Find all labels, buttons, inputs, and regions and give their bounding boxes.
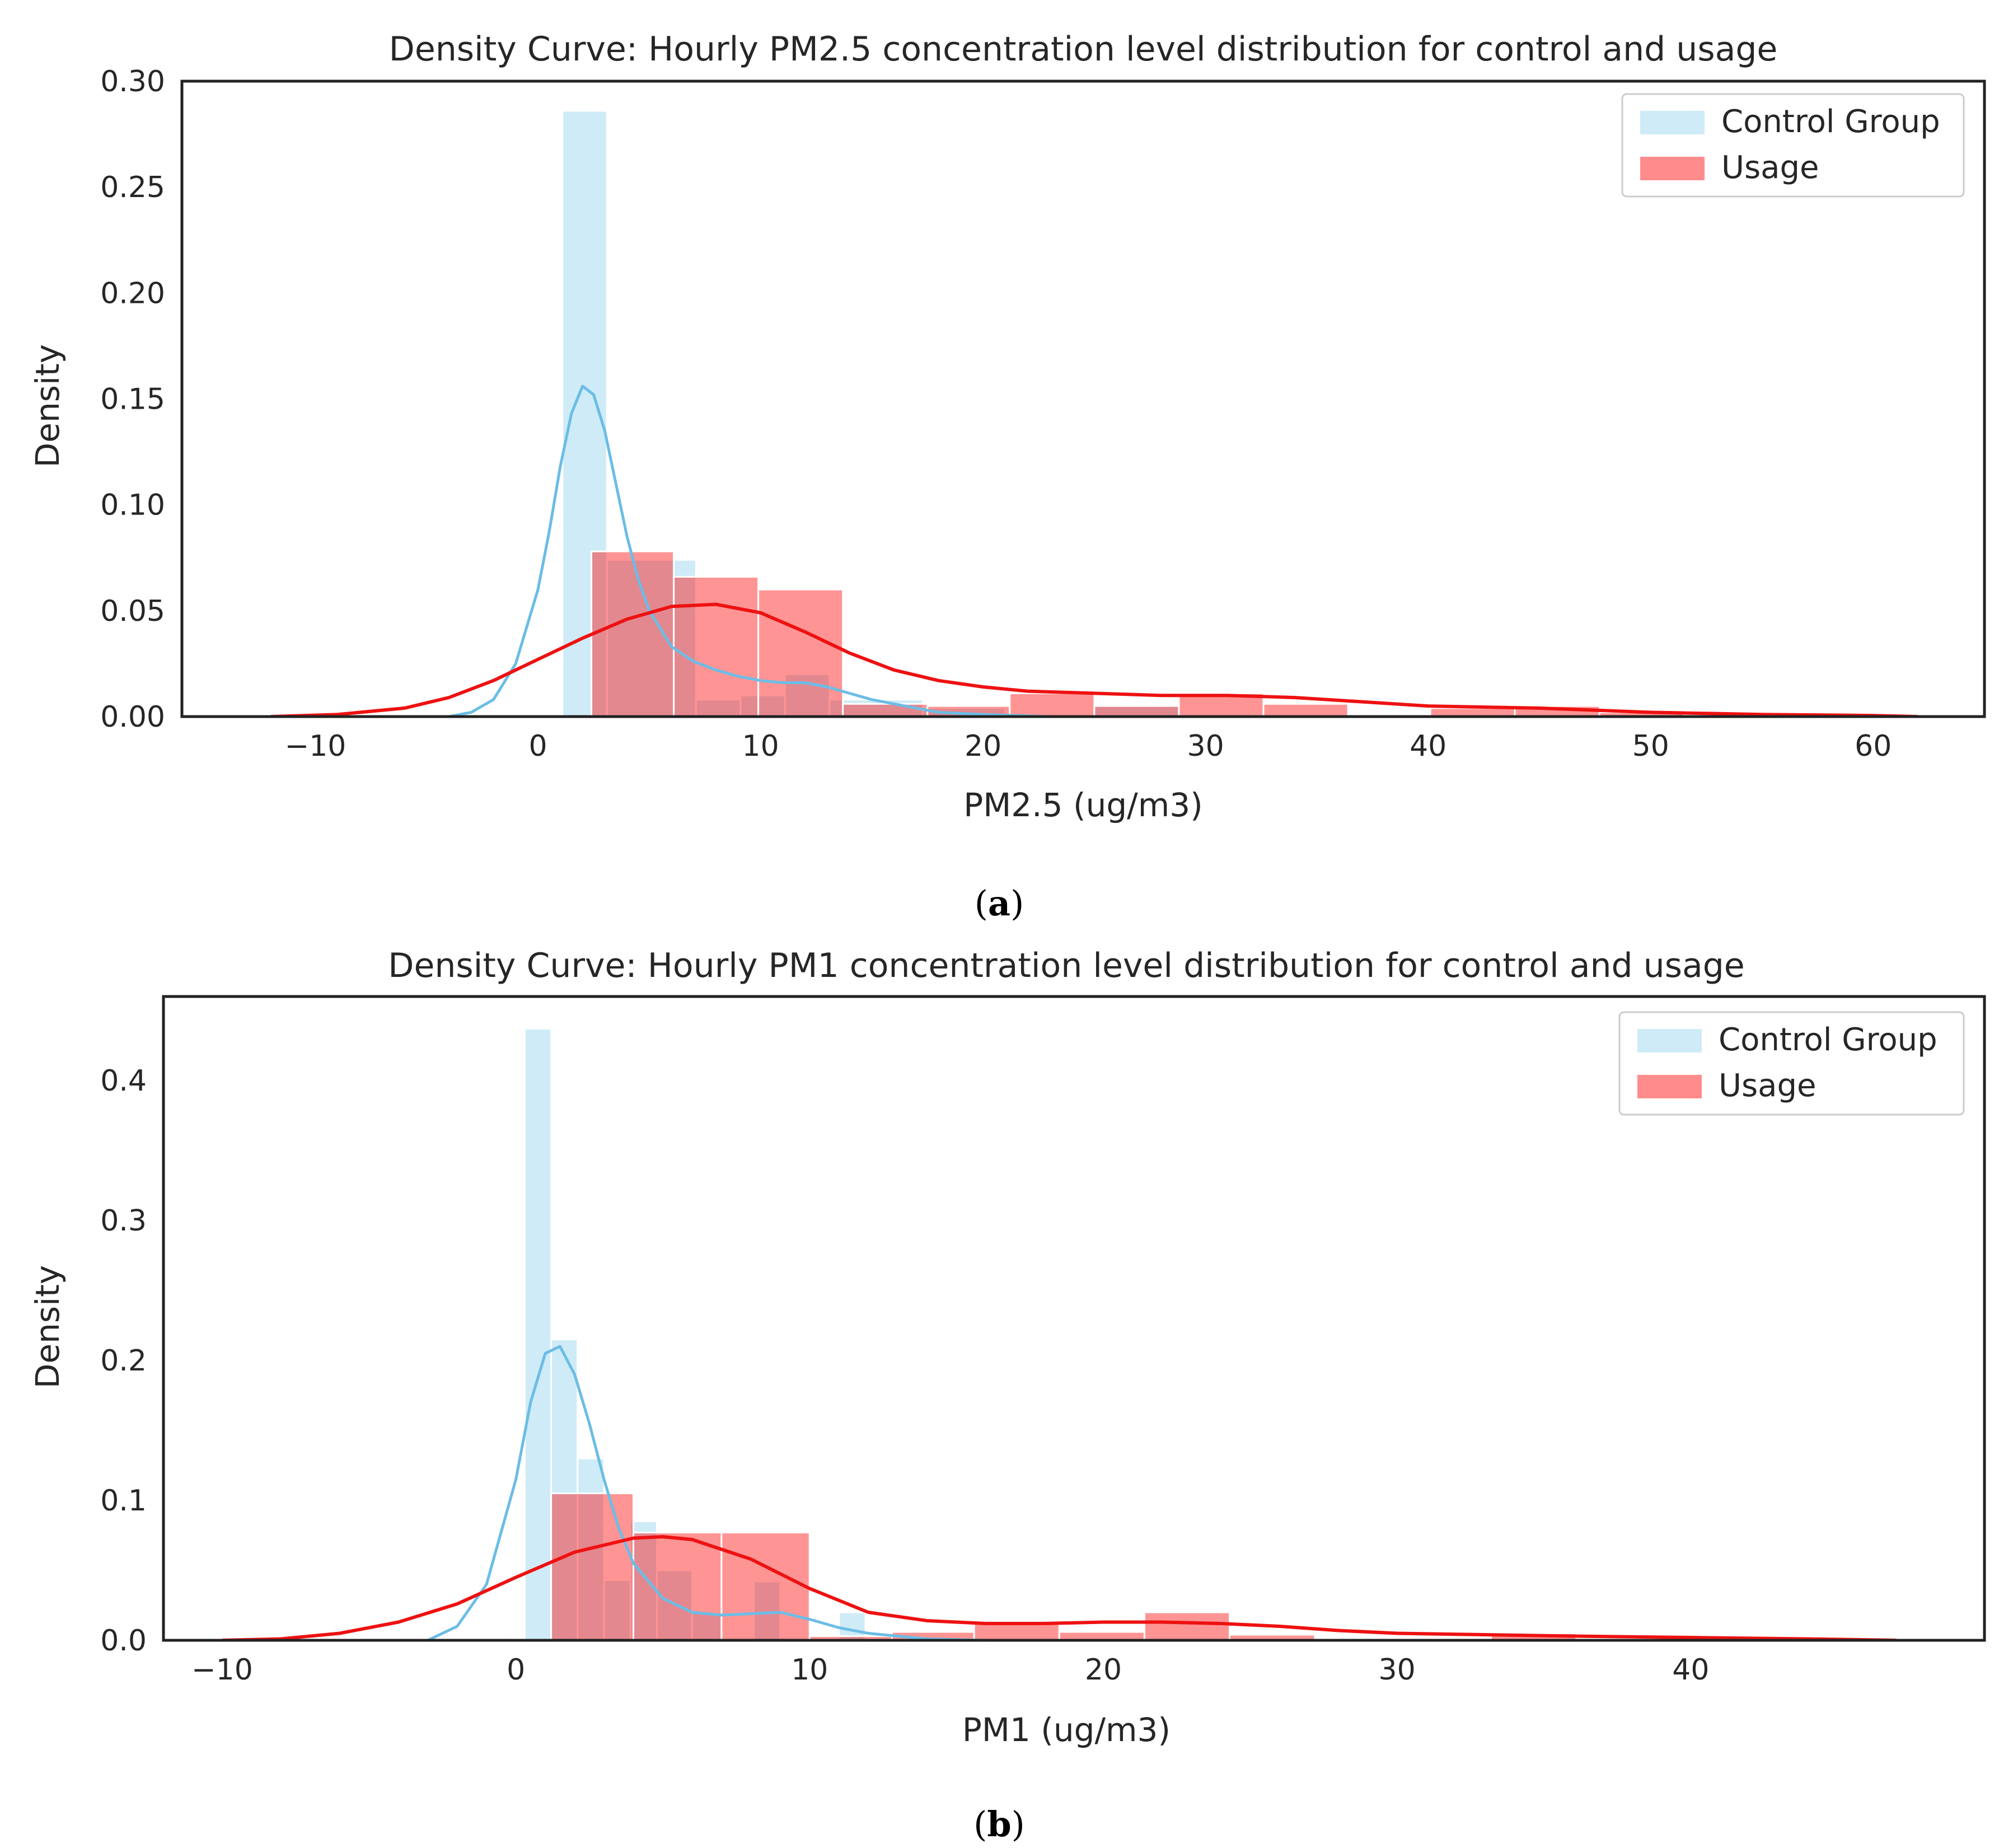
panel-b-control-bar-5 [656,1569,693,1640]
panel-a-caption: (a) [975,883,1024,924]
panel-b-y-ticks: 0.0 0.1 0.2 0.3 0.4 [100,1064,147,1658]
panel-a-y-ticks: 0.00 0.05 0.10 0.15 0.20 0.25 0.30 [100,65,165,734]
panel-a-legend-label-control: Control Group [1721,104,1940,140]
panel-b-hist-control [523,1028,867,1640]
panel-a-usage-bar-0 [590,550,675,717]
panel-a-usage-bar-2 [757,588,844,717]
panel-a-control-bar-5 [784,673,831,717]
panel-b-y-tick-label: 0.2 [100,1344,147,1378]
panel-a-y-tick-label: 0.20 [100,277,165,310]
panel-b-x-tick-label: 0 [507,1653,525,1687]
panel-a-plot-area [180,79,1986,718]
panel-a-legend-box [1621,93,1965,198]
panel-b-legend-box [1618,1011,1965,1116]
panel-b-y-tick-label: 0.4 [100,1064,147,1098]
panel-b-legend-label-control: Control Group [1719,1022,1937,1058]
panel-b-plot-area [162,995,1986,1642]
panel-a-x-tick-label: 0 [529,729,547,763]
panel-a-x-tick-label: 60 [1855,729,1892,763]
panel-b: Density Curve: Hourly PM1 concentration … [29,946,1986,1845]
panel-a-legend: Control Group Usage [1621,93,1965,198]
panel-b-y-tick-label: 0.0 [100,1624,147,1658]
panel-b-x-axis-label: PM1 (ug/m3) [962,1711,1171,1749]
panel-a-x-tick-label: 50 [1632,729,1669,763]
panel-a-legend-swatch-control [1640,111,1705,134]
panel-b-usage-bar-7 [1143,1611,1231,1640]
panel-a: Density Curve: Hourly PM2.5 concentratio… [29,30,1986,924]
panel-b-y-axis-label: Density [29,1265,67,1389]
panel-a-x-tick-label: 20 [965,729,1001,763]
panel-b-x-tick-label: 20 [1085,1653,1122,1687]
panel-b-y-tick-label: 0.1 [100,1484,147,1518]
panel-b-kde-usage [222,1535,1897,1640]
panel-a-x-tick-label: 40 [1410,729,1446,763]
panel-b-x-tick-label: 10 [791,1653,828,1687]
panel-a-usage-bar-8 [1262,703,1349,717]
panel-a-y-tick-label: 0.00 [100,700,165,734]
panel-a-y-tick-label: 0.05 [100,595,165,628]
panel-a-control-bar-2 [673,559,697,717]
panel-a-hist-usage [590,550,1685,717]
panel-a-usage-bar-1 [673,576,760,717]
panel-b-x-tick-label: 40 [1672,1653,1709,1687]
panel-b-legend-swatch-control [1637,1029,1702,1052]
panel-b-control-bar-4 [629,1520,658,1640]
panel-b-y-tick-label: 0.3 [100,1204,147,1238]
panel-a-x-tick-label: −10 [285,729,347,763]
panel-a-frame [180,79,1986,718]
panel-b-x-ticks: −10 0 10 20 30 40 [191,1653,1709,1687]
panel-b-usage-bar-8 [1229,1634,1316,1640]
panel-b-legend: Control Group Usage [1618,1011,1965,1116]
panel-b-usage-bar-2 [720,1532,811,1640]
panel-a-x-axis-label: PM2.5 (ug/m3) [963,786,1202,824]
panel-a-y-tick-label: 0.15 [100,383,165,417]
panel-a-y-tick-label: 0.10 [100,489,165,522]
panel-b-control-bar-7 [753,1580,781,1640]
panel-b-usage-bar-1 [632,1532,723,1640]
panel-a-y-tick-label: 0.30 [100,65,165,99]
panel-a-x-tick-label: 10 [742,729,779,763]
panel-a-y-axis-label: Density [29,344,67,468]
panel-b-usage-bar-5 [973,1622,1060,1640]
panel-b-x-tick-label: −10 [191,1653,253,1687]
panel-a-caption-letter: a [988,883,1010,924]
panel-b-legend-swatch-usage [1637,1075,1702,1098]
panel-a-kde-usage [270,602,1918,717]
panel-b-caption-letter: b [987,1804,1011,1845]
panel-b-usage-bar-0 [550,1493,634,1640]
panel-a-kde-control [448,385,1050,717]
panel-b-kde-control [427,1345,986,1640]
panel-a-x-ticks: −10 0 10 20 30 40 50 60 [285,729,1892,763]
panel-a-usage-bar-3 [842,703,929,717]
panel-b-control-bar-0 [523,1028,553,1640]
panel-b-title: Density Curve: Hourly PM1 concentration … [388,946,1744,985]
panel-b-x-tick-label: 30 [1379,1653,1416,1687]
panel-a-legend-swatch-usage [1640,157,1705,180]
panel-b-caption: (b) [973,1804,1025,1845]
panel-a-x-tick-label: 30 [1187,729,1224,763]
panel-a-legend-label-usage: Usage [1721,149,1819,186]
panel-a-usage-bar-6 [1093,705,1180,717]
panel-a-usage-bar-5 [1009,692,1096,717]
panel-a-y-tick-label: 0.25 [100,171,165,204]
panel-b-legend-label-usage: Usage [1719,1068,1816,1104]
panel-b-frame [162,995,1986,1642]
panel-a-title: Density Curve: Hourly PM2.5 concentratio… [389,30,1778,69]
